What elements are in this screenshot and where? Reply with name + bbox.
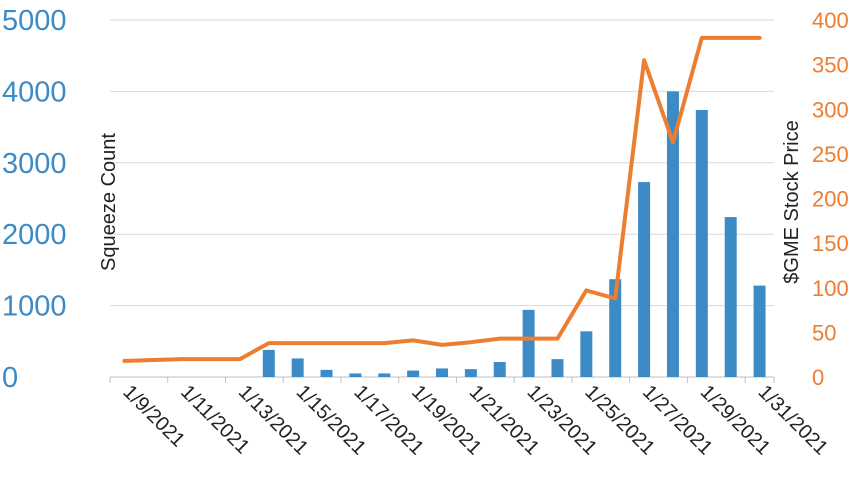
bar-series-squeeze-count: [262, 91, 766, 378]
right-tick-label: 400: [812, 8, 849, 33]
bar: [407, 370, 420, 377]
bar: [262, 349, 275, 377]
right-tick-label: 200: [812, 187, 849, 212]
right-tick-label: 300: [812, 97, 849, 122]
bar: [609, 279, 622, 377]
right-axis-title: $GME Stock Price: [781, 120, 803, 283]
x-axis-ticks: 1/9/20211/11/20211/13/20211/15/20211/17/…: [109, 377, 832, 459]
right-axis-ticks: 0 50 100 150 200 250 300 350 400: [812, 8, 849, 390]
bar: [695, 109, 708, 378]
left-tick-label: 1000: [2, 291, 67, 323]
bar: [464, 369, 477, 377]
x-tick-label: 1/9/2021: [118, 381, 189, 452]
price-line: [122, 35, 762, 363]
right-tick-label: 150: [812, 231, 849, 256]
bar: [724, 217, 737, 377]
right-tick-label: 250: [812, 142, 849, 167]
left-tick-label: 4000: [2, 76, 67, 108]
bar: [349, 373, 362, 377]
left-tick-label: 3000: [2, 148, 67, 180]
left-tick-label: 2000: [2, 219, 67, 251]
right-tick-label: 0: [812, 365, 824, 390]
bar: [638, 182, 651, 377]
left-tick-label: 5000: [2, 5, 67, 37]
right-tick-label: 50: [812, 320, 836, 345]
bar: [580, 331, 593, 377]
bar: [551, 359, 564, 377]
bar: [522, 309, 535, 377]
right-tick-label: 350: [812, 53, 849, 78]
left-axis-title: Squeeze Count: [98, 133, 120, 271]
bar: [493, 362, 506, 377]
line-series-gme-price: [122, 35, 762, 363]
left-axis-ticks: 0 1000 2000 3000 4000 5000: [2, 5, 67, 394]
bar: [320, 369, 333, 377]
bar: [666, 91, 679, 378]
left-tick-label: 0: [2, 362, 18, 394]
bar: [378, 373, 391, 377]
right-tick-label: 100: [812, 276, 849, 301]
bar: [436, 368, 448, 377]
bar: [753, 285, 766, 377]
bar: [291, 358, 304, 377]
